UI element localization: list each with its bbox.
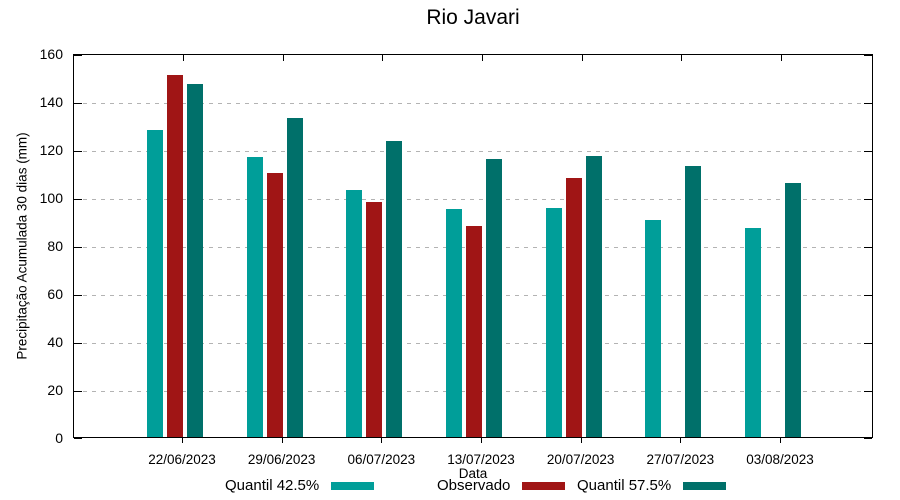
y-tick-mark xyxy=(74,151,82,152)
x-tick-label: 22/06/2023 xyxy=(148,452,216,467)
chart-title: Rio Javari xyxy=(426,6,520,29)
bar-quantil-42-5 xyxy=(346,189,363,437)
bar-quantil-57-5 xyxy=(785,182,801,437)
y-tick-mark xyxy=(864,151,872,152)
bar-observado xyxy=(167,74,183,437)
bar-quantil-57-5 xyxy=(585,156,602,437)
y-tick-mark xyxy=(864,438,872,439)
bar-quantil-57-5 xyxy=(386,140,403,437)
bar-quantil-42-5 xyxy=(446,209,462,437)
legend-label: Quantil 57.5% xyxy=(577,477,672,494)
legend-item: Quantil 42.5% xyxy=(225,477,375,495)
y-tick-mark xyxy=(864,199,872,200)
x-axis-label: Data xyxy=(458,466,488,481)
y-tick-mark xyxy=(864,295,872,296)
y-tick-label: 80 xyxy=(47,238,63,254)
x-tick-label: 06/07/2023 xyxy=(347,452,416,467)
y-tick-label: 160 xyxy=(39,46,63,62)
y-tick-mark xyxy=(74,391,82,392)
plot-area xyxy=(73,54,873,439)
y-tick-mark xyxy=(74,247,82,248)
bar-quantil-42-5 xyxy=(147,129,163,437)
y-tick-mark xyxy=(74,438,82,439)
x-tick-label: 27/07/2023 xyxy=(646,452,715,467)
y-tick-mark xyxy=(74,295,82,296)
y-tick-label: 100 xyxy=(39,190,63,206)
x-tick-mark-bottom xyxy=(381,438,383,443)
x-tick-label: 13/07/2023 xyxy=(447,452,515,467)
gridline xyxy=(74,151,872,152)
x-tick-mark-top xyxy=(183,55,184,61)
x-tick-mark-bottom xyxy=(680,438,682,443)
y-tick-mark xyxy=(74,55,82,56)
x-tick-mark-bottom xyxy=(182,438,183,443)
y-tick-mark xyxy=(74,103,82,104)
legend-swatch xyxy=(522,482,566,490)
x-tick-mark-bottom xyxy=(281,438,283,443)
legend-item: Observado xyxy=(437,477,566,495)
y-tick-mark xyxy=(864,55,872,56)
x-tick-mark-top xyxy=(681,55,683,61)
x-tick-label: 29/06/2023 xyxy=(247,452,316,467)
x-tick-label: 20/07/2023 xyxy=(546,452,615,467)
legend-swatch xyxy=(331,482,375,490)
bar-quantil-42-5 xyxy=(545,207,562,437)
bar-quantil-57-5 xyxy=(187,84,203,437)
y-tick-label: 0 xyxy=(55,430,63,446)
x-tick-mark-top xyxy=(482,55,483,61)
legend-swatch xyxy=(683,482,727,490)
bar-observado xyxy=(266,173,283,437)
y-tick-label: 40 xyxy=(47,334,63,350)
legend-item: Quantil 57.5% xyxy=(577,477,727,495)
bar-quantil-57-5 xyxy=(685,165,702,437)
bar-quantil-57-5 xyxy=(486,158,502,437)
legend-label: Quantil 42.5% xyxy=(225,477,320,494)
y-tick-mark xyxy=(864,103,872,104)
bar-observado xyxy=(565,177,582,437)
y-tick-mark xyxy=(74,343,82,344)
bar-observado xyxy=(466,225,482,437)
x-tick-mark-top xyxy=(382,55,384,61)
legend-label: Observado xyxy=(437,477,511,494)
x-tick-mark-top xyxy=(282,55,284,61)
y-tick-label: 60 xyxy=(47,286,63,302)
y-tick-mark xyxy=(864,391,872,392)
gridline xyxy=(74,103,872,104)
bar-quantil-42-5 xyxy=(246,157,263,437)
bar-observado xyxy=(366,201,383,437)
x-tick-mark-top xyxy=(781,55,782,61)
y-tick-label: 20 xyxy=(47,382,63,398)
x-tick-mark-bottom xyxy=(780,438,781,443)
bar-quantil-42-5 xyxy=(745,228,761,437)
gridline xyxy=(74,199,872,200)
y-tick-mark xyxy=(74,199,82,200)
y-tick-label: 120 xyxy=(39,142,63,158)
y-tick-mark xyxy=(864,343,872,344)
x-tick-mark-bottom xyxy=(481,438,482,443)
y-tick-label: 140 xyxy=(39,94,63,110)
x-tick-label: 03/08/2023 xyxy=(746,452,814,467)
x-tick-mark-top xyxy=(581,55,583,61)
x-tick-mark-bottom xyxy=(580,438,582,443)
bar-quantil-42-5 xyxy=(645,219,662,437)
bar-quantil-57-5 xyxy=(286,117,303,437)
y-tick-mark xyxy=(864,247,872,248)
